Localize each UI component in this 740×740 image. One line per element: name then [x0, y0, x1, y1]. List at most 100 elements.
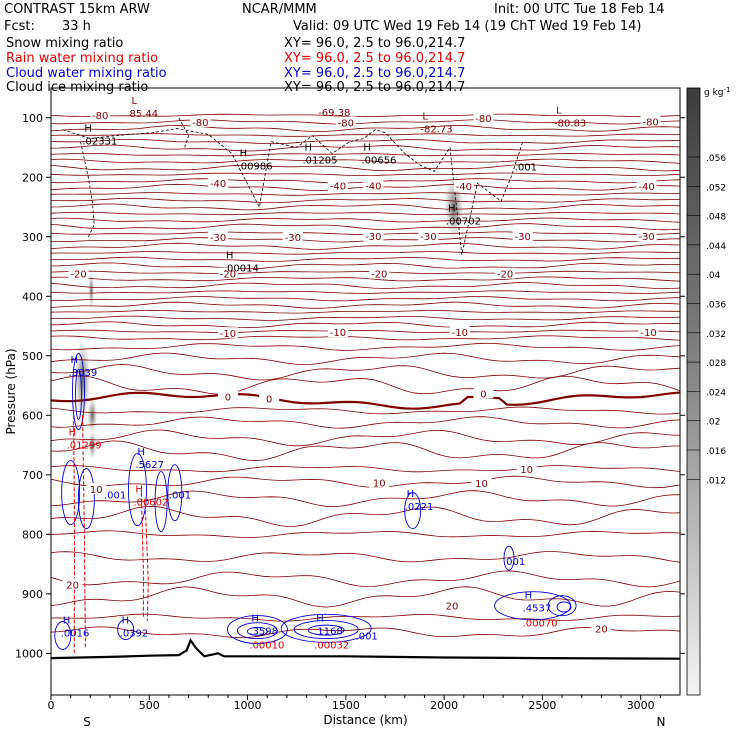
contour-label-bg: [259, 392, 280, 404]
extremum-mark: H: [69, 427, 77, 438]
contour-label-bg: [208, 230, 229, 242]
extremum-value: .5627: [135, 460, 164, 471]
x-axis-label: Distance (km): [323, 713, 407, 727]
extremum-value: .00656: [361, 155, 396, 166]
cloud-contour: [154, 471, 168, 533]
colorbar: .056 .052 .048 .044 .04 .036 .032 .028 .024 .02 .0…: [686, 86, 730, 696]
contour-label: 0: [266, 395, 272, 406]
extremum-mark: H: [135, 485, 143, 496]
isotherm: [51, 270, 680, 274]
rain-contour: [144, 504, 149, 621]
cloud-contour: [77, 468, 95, 530]
contour-label: -30: [285, 233, 301, 244]
contour-label: 10: [90, 485, 103, 496]
cloud-contour: [293, 620, 359, 639]
contour-label: -10: [330, 328, 346, 339]
field-name-rain: Rain water mixing ratio: [6, 51, 159, 66]
isotherm: [51, 440, 680, 462]
contour-label-bg: [217, 267, 238, 279]
y-tick-label: 400: [22, 290, 43, 303]
rain-contour: [82, 415, 86, 648]
y-tick-label: 600: [22, 409, 43, 422]
cloud-contour: [75, 369, 82, 420]
extremum-mark: H: [407, 489, 415, 500]
extremum-mark: L: [556, 106, 562, 117]
contour-label: -40: [330, 182, 346, 193]
extremum-mark: H: [137, 447, 145, 458]
extremum-value: .00986: [238, 161, 273, 172]
contour-label-bg: [90, 108, 111, 120]
x-tick-label: 1000: [234, 699, 262, 712]
contour-label: -80: [642, 117, 658, 128]
contour-labels: -80 -80 -80 -80 -80 -40 -40 -40 -40 -40 -30 -30 -30 -…: [62, 108, 661, 635]
field-xy-snow: XY= 96.0, 2.5 to 96.0,214.7: [284, 36, 466, 51]
cloud-contour: [117, 619, 135, 640]
extremum-mark: H: [226, 251, 234, 262]
contour-label: 20: [446, 602, 459, 613]
rain-contours: [73, 415, 149, 654]
contour-label: 20: [595, 624, 608, 635]
extremum-value: .4537: [523, 604, 552, 615]
x-tick-label: 500: [139, 699, 160, 712]
isotherm: [51, 158, 680, 164]
contour-label-bg: [190, 115, 211, 127]
extremum-value: .00602: [133, 498, 168, 509]
extremum-mark: H: [71, 355, 79, 366]
isotherm: [51, 586, 680, 608]
field-name-snow: Snow mixing ratio: [6, 36, 124, 51]
snow-contour: [62, 128, 524, 255]
cloud-contour: [72, 353, 85, 430]
contour-label-bg: [363, 179, 384, 191]
extremum-mark: H: [525, 591, 533, 602]
contour-label-bg: [418, 230, 439, 242]
cloud-contour: [547, 595, 577, 617]
terrain-profile: [51, 638, 680, 660]
isotherm: [51, 282, 680, 290]
isotherm: [51, 321, 680, 329]
colorbar-label: .04: [706, 271, 721, 281]
contour-label-bg: [512, 230, 533, 242]
contour-label-bg: [208, 177, 229, 189]
colorbar-label: .032: [706, 330, 726, 340]
colorbar-label: .024: [706, 388, 726, 398]
snow-contour: [178, 117, 190, 148]
cloud-contour: [167, 464, 183, 522]
isotherm: [51, 197, 680, 204]
contour-label: -80: [338, 119, 354, 130]
cloud-contour: [307, 624, 345, 636]
y-tick-label: 100: [22, 112, 43, 125]
isotherm: [51, 296, 680, 302]
extremum-value: .0016: [61, 629, 90, 640]
plot-frame: [50, 87, 681, 696]
contour-label-bg: [369, 476, 390, 488]
extremum-value: .01205: [302, 155, 337, 166]
extremum-value: -69.38: [318, 108, 350, 119]
contour-label: -20: [497, 270, 513, 281]
colorbar-label: .052: [706, 183, 726, 193]
isotherm: [51, 133, 680, 137]
contour-label-bg: [473, 387, 494, 399]
rain-contour: [73, 415, 76, 654]
institution-label: NCAR/MMM: [242, 2, 317, 17]
model-title: CONTRAST 15km ARW: [4, 2, 150, 17]
x-tick-label: 0: [48, 699, 55, 712]
x-tick-label: 2500: [528, 699, 556, 712]
temperature-contours: [51, 113, 680, 639]
contour-label: -30: [365, 232, 381, 243]
contour-label: -20: [220, 270, 236, 281]
extremum-value: -82.73: [420, 124, 452, 135]
extremum-mark: H: [240, 148, 248, 159]
contour-label: 0: [480, 389, 486, 400]
contour-label-bg: [335, 116, 356, 128]
extremum-value: .001: [104, 490, 126, 501]
axes: 0 500 1000 1500 2000 2500 30001002003004005006…: [4, 112, 685, 729]
extremum-mark: H: [316, 614, 324, 625]
isotherm: [51, 138, 680, 145]
cloud-contour: [246, 626, 268, 636]
init-time: Init: 00 UTC Tue 18 Feb 14: [494, 2, 665, 17]
isotherm: [51, 342, 680, 351]
extremum-mark: H: [363, 142, 371, 153]
extremum-mark: H: [84, 123, 92, 134]
contour-label-bg: [638, 325, 659, 337]
